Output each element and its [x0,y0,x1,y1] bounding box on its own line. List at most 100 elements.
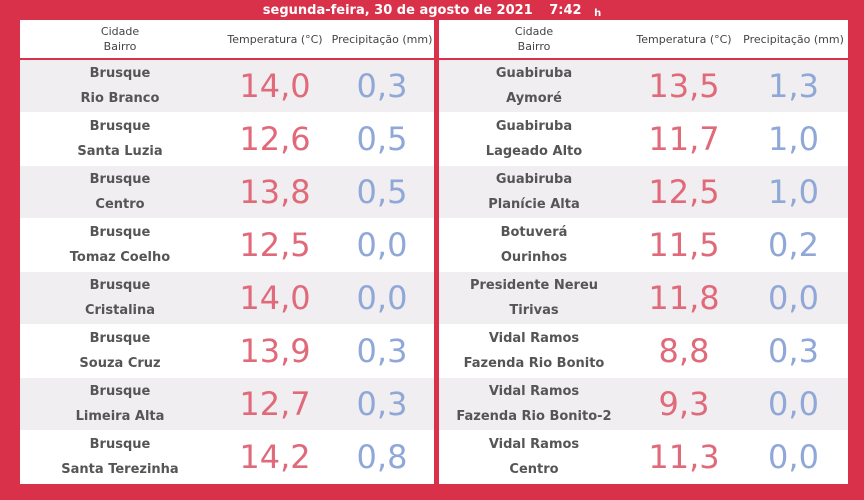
city-district-cell: Vidal Ramos Centro [439,432,629,482]
temperature-value: 11,7 [648,120,720,158]
table-row: Brusque Santa Luzia 12,6 0,5 [20,113,434,166]
city-district-cell: Vidal Ramos Fazenda Rio Bonito [439,326,629,376]
right-table: Cidade Bairro Temperatura (°C) Precipita… [439,20,848,484]
precipitation-value: 0,8 [356,438,408,476]
temperature-value: 12,5 [648,173,720,211]
table-row: Brusque Santa Terezinha 14,2 0,8 [20,431,434,484]
temperature-value: 11,8 [648,279,720,317]
table-row: Vidal Ramos Fazenda Rio Bonito 8,8 0,3 [439,325,848,378]
right-rows: Guabiruba Aymoré 13,5 1,3 Guabiruba Lageado A… [439,60,848,484]
header-precipitation: Precipitação (mm) [743,32,844,46]
city-district-cell: Brusque Santa Luzia [20,114,220,164]
city-district-cell: Guabiruba Aymoré [439,61,629,111]
district-name: Santa Luzia [77,144,163,159]
city-name: Brusque [89,66,151,81]
precipitation-value: 0,5 [356,173,408,211]
header-district: Bairro [517,40,551,53]
district-name: Rio Branco [80,91,160,106]
precipitation-value: 0,0 [768,279,819,317]
temperature-value: 13,8 [239,173,311,211]
district-name: Ourinhos [500,250,568,265]
precipitation-value: 0,0 [768,438,819,476]
city-name: Guabiruba [495,66,573,81]
district-name: Centro [509,462,559,477]
city-name: Brusque [89,437,151,452]
city-name: Vidal Ramos [488,331,580,346]
precipitation-value: 0,3 [356,385,408,423]
city-district-cell: Brusque Centro [20,167,220,217]
table-header: Cidade Bairro Temperatura (°C) Precipita… [439,20,848,60]
left-rows: Brusque Rio Branco 14,0 0,3 Brusque Santa Luz… [20,60,434,484]
city-name: Vidal Ramos [488,437,580,452]
district-name: Fazenda Rio Bonito-2 [456,409,612,424]
temperature-value: 8,8 [658,332,710,370]
precipitation-value: 0,2 [768,226,819,264]
temperature-value: 12,6 [239,120,311,158]
city-district-cell: Vidal Ramos Fazenda Rio Bonito-2 [439,379,629,429]
precipitation-value: 0,0 [768,385,819,423]
header-city: Cidade [100,25,140,38]
city-district-cell: Brusque Limeira Alta [20,379,220,429]
table-row: Guabiruba Lageado Alto 11,7 1,0 [439,113,848,166]
table-header: Cidade Bairro Temperatura (°C) Precipita… [20,20,434,60]
date-text: segunda-feira, 30 de agosto de 2021 [262,3,533,18]
date-time-bar: segunda-feira, 30 de agosto de 2021 7:42… [0,0,864,22]
city-name: Botuverá [500,225,568,240]
header-city-district: Cidade Bairro [20,24,220,54]
city-name: Guabiruba [495,119,573,134]
city-name: Brusque [89,225,151,240]
precipitation-value: 1,3 [768,67,819,105]
left-table: Cidade Bairro Temperatura (°C) Precipita… [20,20,434,484]
city-name: Brusque [89,278,151,293]
city-name: Presidente Nereu [469,278,599,293]
district-name: Cristalina [84,303,156,318]
city-name: Guabiruba [495,172,573,187]
city-district-cell: Brusque Santa Terezinha [20,432,220,482]
district-name: Fazenda Rio Bonito [463,356,605,371]
district-name: Souza Cruz [79,356,161,371]
temperature-value: 12,7 [239,385,311,423]
city-district-cell: Guabiruba Lageado Alto [439,114,629,164]
table-row: Vidal Ramos Centro 11,3 0,0 [439,431,848,484]
precipitation-value: 0,0 [356,279,408,317]
table-row: Brusque Souza Cruz 13,9 0,3 [20,325,434,378]
city-district-cell: Brusque Rio Branco [20,61,220,111]
table-row: Guabiruba Aymoré 13,5 1,3 [439,60,848,113]
city-district-cell: Brusque Tomaz Coelho [20,220,220,270]
city-district-cell: Guabiruba Planície Alta [439,167,629,217]
district-name: Planície Alta [488,197,580,212]
city-name: Brusque [89,172,151,187]
table-row: Botuverá Ourinhos 11,5 0,2 [439,219,848,272]
temperature-value: 13,5 [648,67,720,105]
header-temperature: Temperatura (°C) [636,32,732,46]
district-name: Tirivas [509,303,559,318]
precipitation-value: 0,3 [768,332,819,370]
header-temperature: Temperatura (°C) [227,32,323,46]
temperature-value: 14,2 [239,438,311,476]
temperature-value: 9,3 [658,385,710,423]
district-name: Aymoré [506,91,562,106]
precipitation-value: 1,0 [768,120,819,158]
table-row: Brusque Tomaz Coelho 12,5 0,0 [20,219,434,272]
temperature-value: 12,5 [239,226,311,264]
district-name: Centro [95,197,145,212]
time-text: 7:42 [549,3,582,18]
city-district-cell: Presidente Nereu Tirivas [439,273,629,323]
header-precipitation: Precipitação (mm) [331,32,433,46]
city-name: Vidal Ramos [488,384,580,399]
precipitation-value: 0,5 [356,120,408,158]
time-unit: h [594,8,602,19]
district-name: Tomaz Coelho [69,250,171,265]
precipitation-value: 1,0 [768,173,819,211]
city-district-cell: Botuverá Ourinhos [439,220,629,270]
temperature-value: 11,5 [648,226,720,264]
table-row: Vidal Ramos Fazenda Rio Bonito-2 9,3 0,0 [439,378,848,431]
city-name: Brusque [89,119,151,134]
temperature-value: 11,3 [648,438,720,476]
temperature-value: 14,0 [239,279,311,317]
table-row: Brusque Centro 13,8 0,5 [20,166,434,219]
precipitation-value: 0,0 [356,226,408,264]
temperature-value: 14,0 [239,67,311,105]
precipitation-value: 0,3 [356,67,408,105]
table-row: Brusque Cristalina 14,0 0,0 [20,272,434,325]
